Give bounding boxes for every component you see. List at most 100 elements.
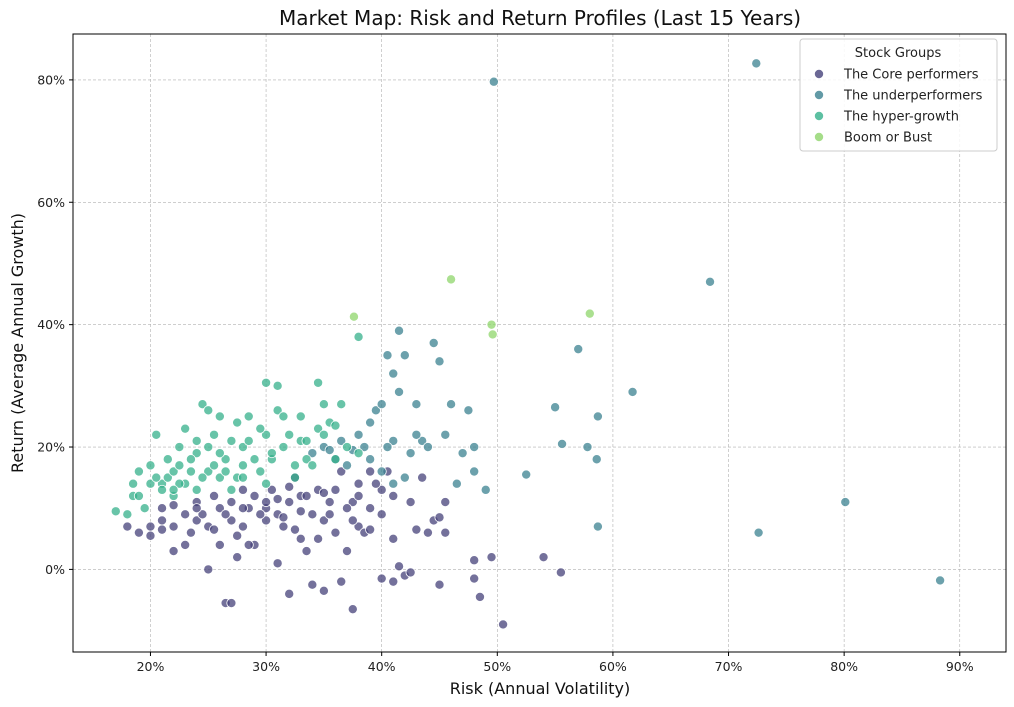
data-point: [272, 405, 283, 416]
data-point: [197, 509, 208, 520]
data-point: [469, 442, 480, 453]
data-point: [538, 552, 549, 563]
data-point: [935, 575, 946, 586]
data-point: [592, 411, 603, 422]
data-point: [174, 478, 185, 489]
data-point: [139, 503, 150, 514]
data-point: [324, 445, 335, 456]
data-point: [266, 484, 277, 495]
data-point: [255, 423, 266, 434]
data-point: [446, 274, 457, 285]
data-point: [128, 478, 139, 489]
data-point: [388, 576, 399, 587]
data-point: [243, 539, 254, 550]
data-point: [376, 573, 387, 584]
data-point: [422, 442, 433, 453]
data-point: [318, 515, 329, 526]
x-tick-label: 50%: [483, 659, 511, 674]
data-point: [261, 515, 272, 526]
data-point: [261, 377, 272, 388]
x-tick-label: 40%: [368, 659, 396, 674]
data-point: [382, 350, 393, 361]
data-point: [486, 552, 497, 563]
data-point: [376, 509, 387, 520]
data-point: [751, 58, 762, 69]
data-point: [376, 484, 387, 495]
data-point: [122, 521, 133, 532]
data-point: [145, 478, 156, 489]
data-point: [237, 521, 248, 532]
data-point: [301, 546, 312, 557]
data-point: [307, 509, 318, 520]
series-3: [110, 331, 364, 520]
data-point: [463, 405, 474, 416]
data-point: [353, 490, 364, 501]
data-point: [237, 442, 248, 453]
data-points: [110, 58, 946, 630]
y-tick-label: 40%: [37, 317, 65, 332]
data-point: [243, 411, 254, 422]
data-point: [469, 466, 480, 477]
data-point: [174, 442, 185, 453]
y-tick-label: 20%: [37, 440, 65, 455]
data-point: [237, 472, 248, 483]
data-point: [405, 497, 416, 508]
data-point: [330, 527, 341, 538]
data-point: [347, 604, 358, 615]
data-point: [411, 524, 422, 535]
data-point: [191, 448, 202, 459]
legend-label: The underperformers: [843, 89, 983, 104]
data-point: [353, 448, 364, 459]
data-point: [336, 399, 347, 410]
data-point: [336, 466, 347, 477]
data-point: [388, 478, 399, 489]
data-point: [255, 466, 266, 477]
data-point: [342, 503, 353, 514]
data-point: [353, 429, 364, 440]
data-point: [226, 515, 237, 526]
data-point: [318, 429, 329, 440]
data-point: [488, 76, 499, 87]
data-point: [191, 484, 202, 495]
data-point: [289, 460, 300, 471]
data-point: [417, 435, 428, 446]
data-point: [434, 356, 445, 367]
data-point: [168, 500, 179, 511]
legend-label: Boom or Bust: [844, 131, 932, 146]
data-point: [584, 308, 595, 319]
data-point: [197, 472, 208, 483]
data-point: [307, 460, 318, 471]
data-point: [133, 527, 144, 538]
data-point: [301, 490, 312, 501]
data-point: [336, 435, 347, 446]
data-point: [388, 490, 399, 501]
data-point: [840, 497, 851, 508]
data-point: [342, 460, 353, 471]
data-point: [232, 530, 243, 541]
data-point: [214, 472, 225, 483]
data-point: [232, 417, 243, 428]
y-axis-title: Return (Average Annual Growth): [8, 213, 27, 473]
data-point: [365, 454, 376, 465]
x-tick-label: 70%: [715, 659, 743, 674]
series-4: [348, 274, 595, 340]
data-point: [469, 555, 480, 566]
data-point: [209, 460, 220, 471]
data-point: [480, 484, 491, 495]
data-point: [249, 454, 260, 465]
data-point: [157, 503, 168, 514]
data-point: [405, 448, 416, 459]
data-point: [382, 442, 393, 453]
data-point: [591, 454, 602, 465]
y-tick-label: 0%: [45, 562, 65, 577]
data-point: [365, 417, 376, 428]
data-point: [348, 311, 359, 322]
data-point: [394, 386, 405, 397]
data-point: [255, 509, 266, 520]
data-point: [180, 423, 191, 434]
data-point: [289, 472, 300, 483]
data-point: [168, 521, 179, 532]
x-tick-label: 90%: [946, 659, 974, 674]
data-point: [185, 527, 196, 538]
data-point: [295, 411, 306, 422]
